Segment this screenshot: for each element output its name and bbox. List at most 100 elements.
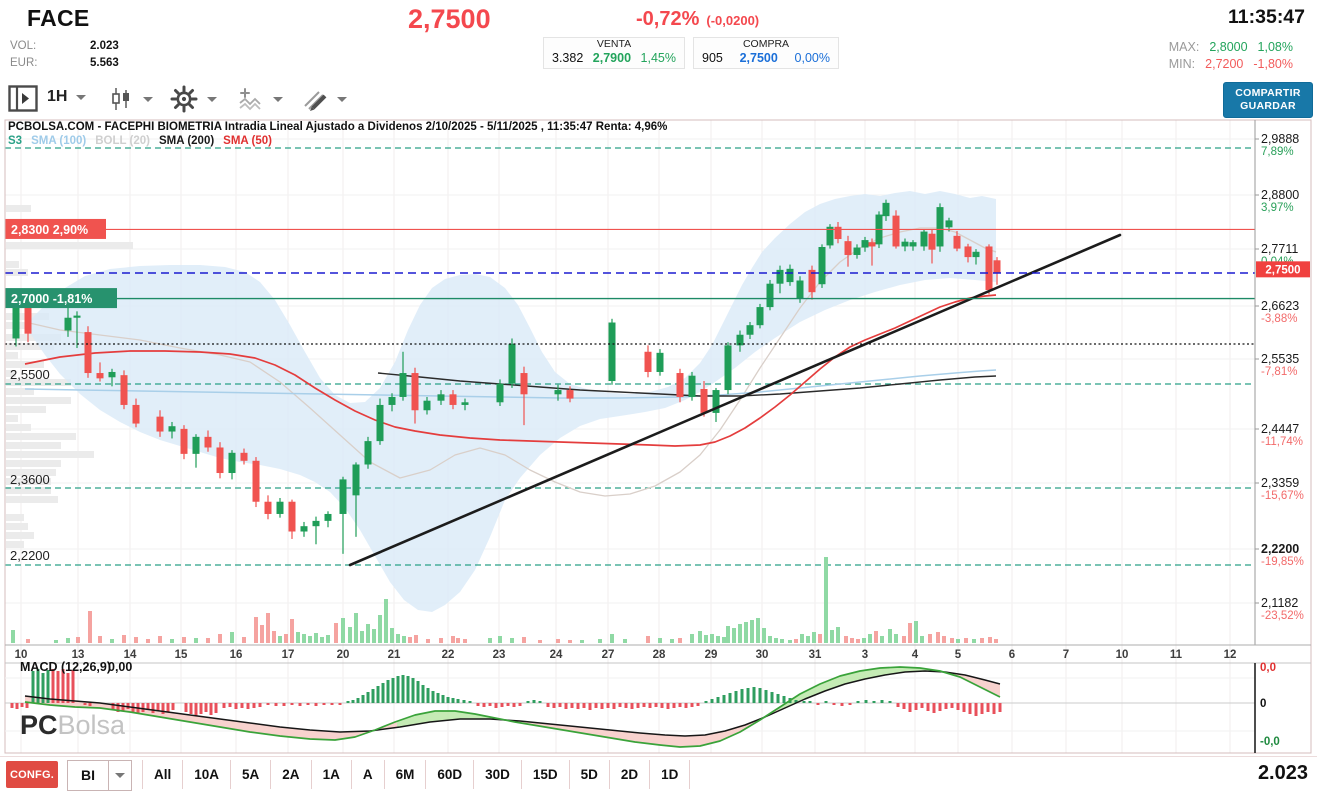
macd-histogram-bar	[816, 703, 820, 705]
timeframe-dropdown[interactable]: 1H	[47, 88, 87, 106]
volume-bar	[296, 632, 300, 643]
volume-bar	[254, 617, 258, 643]
range-button-2d[interactable]: 2D	[610, 760, 651, 789]
macd-histogram-bar	[920, 703, 924, 708]
share-label: COMPARTIR	[1235, 87, 1301, 99]
macd-histogram-bar	[532, 700, 536, 703]
macd-histogram-bar	[194, 703, 198, 716]
legend-item-s3[interactable]: S3	[8, 135, 23, 147]
range-button-5d[interactable]: 5D	[570, 760, 610, 789]
svg-text:-11,74%: -11,74%	[1261, 436, 1303, 448]
volume-bar	[836, 627, 840, 643]
change-percent: -0,72%	[636, 8, 700, 30]
range-button-1a[interactable]: 1A	[312, 760, 352, 789]
macd-histogram-bar	[156, 703, 160, 711]
macd-histogram-bar	[612, 703, 616, 709]
macd-histogram-bar	[228, 703, 232, 707]
settings-dropdown[interactable]	[170, 85, 217, 113]
volume-bar	[580, 640, 584, 643]
macd-histogram-bar	[564, 703, 568, 709]
candle-style-dropdown[interactable]	[108, 87, 153, 111]
volume-profile-bar	[6, 205, 31, 212]
legend-item-sma-50-[interactable]: SMA (50)	[223, 135, 272, 147]
candle-body	[953, 235, 961, 249]
macd-histogram-bar	[654, 703, 658, 707]
chart-title: PCBOLSA.COM - FACEPHI BIOMETRIA Intradia…	[8, 121, 668, 133]
candle-body	[909, 242, 917, 247]
macd-histogram-bar	[986, 703, 990, 712]
range-button-a[interactable]: A	[352, 760, 385, 789]
macd-histogram-bar	[204, 703, 208, 712]
candle-body	[376, 404, 384, 442]
candle-body	[496, 383, 504, 403]
macd-histogram-bar	[944, 703, 948, 709]
macd-histogram-bar	[494, 703, 498, 708]
legend-item-sma-100-[interactable]: SMA (100)	[31, 135, 87, 147]
range-button-15d[interactable]: 15D	[522, 760, 570, 789]
bid-pct: 0,00%	[794, 51, 830, 65]
candle-body	[461, 402, 469, 405]
draw-tools-dropdown[interactable]	[302, 87, 347, 111]
panel-toggle-button[interactable]	[8, 85, 38, 112]
volume-bar	[902, 636, 906, 643]
volume-bar	[830, 630, 834, 643]
macd-histogram-bar	[356, 698, 360, 703]
svg-text:7,89%: 7,89%	[1261, 146, 1294, 158]
candle-body	[786, 268, 794, 283]
volume-bar	[862, 638, 866, 643]
svg-text:2,2200: 2,2200	[1261, 542, 1299, 556]
volume-profile-bar	[6, 442, 61, 449]
macd-histogram-bar	[538, 701, 542, 703]
candle-body	[964, 246, 972, 258]
range-button-2a[interactable]: 2A	[271, 760, 312, 789]
candle-body	[844, 241, 852, 255]
macd-histogram-bar	[962, 703, 966, 712]
macd-histogram-bar	[371, 689, 375, 703]
macd-histogram-bar	[436, 693, 440, 703]
range-button-all[interactable]: All	[142, 760, 184, 789]
macd-histogram-bar	[209, 703, 213, 715]
sma100-line	[24, 369, 997, 399]
volume-bar	[942, 636, 946, 643]
indicators-add-icon	[239, 88, 261, 111]
volume-bar	[988, 637, 992, 643]
macd-histogram-bar	[968, 703, 972, 714]
macd-histogram-bar	[992, 703, 996, 714]
volume-bar	[928, 634, 932, 643]
volume-bar	[964, 638, 968, 643]
legend-item-boll-20-[interactable]: BOLL (20)	[95, 135, 150, 147]
range-button-1d[interactable]: 1D	[650, 760, 691, 789]
volume-bar	[206, 638, 210, 643]
range-button-60d[interactable]: 60D	[426, 760, 475, 789]
svg-text:2,1182: 2,1182	[1261, 596, 1298, 610]
macd-histogram-bar	[914, 703, 918, 710]
config-button[interactable]: CONFG.	[6, 761, 58, 788]
indicators-dropdown[interactable]	[238, 87, 283, 111]
interval-dropdown-button[interactable]	[108, 761, 131, 790]
macd-histogram-bar	[582, 703, 586, 708]
svg-text:13: 13	[72, 649, 85, 661]
legend-item-sma-200-[interactable]: SMA (200)	[159, 135, 215, 147]
volume-bar	[11, 630, 15, 643]
volume-bar	[936, 632, 940, 643]
macd-histogram-bar	[518, 703, 522, 706]
range-button-5a[interactable]: 5A	[231, 760, 272, 789]
range-button-6m[interactable]: 6M	[385, 760, 427, 789]
volume-bar	[844, 636, 848, 643]
interval-select[interactable]: BI	[67, 760, 132, 791]
macd-histogram-bar	[411, 678, 415, 703]
macd-axis-top: 0,0	[1260, 662, 1276, 674]
volume-bar	[704, 635, 708, 643]
macd-histogram-bar	[546, 703, 550, 707]
candle-style-icon	[112, 88, 129, 110]
volume-bar	[66, 638, 70, 643]
resistance-chip	[5, 218, 106, 239]
macd-histogram-bar	[678, 703, 682, 707]
share-save-button[interactable]: COMPARTIR GUARDAR	[1223, 82, 1313, 118]
volume-profile-bar	[6, 523, 28, 530]
volume-bar	[738, 624, 742, 643]
chevron-down-icon	[115, 773, 125, 778]
range-button-10a[interactable]: 10A	[183, 760, 232, 789]
range-button-30d[interactable]: 30D	[474, 760, 522, 789]
